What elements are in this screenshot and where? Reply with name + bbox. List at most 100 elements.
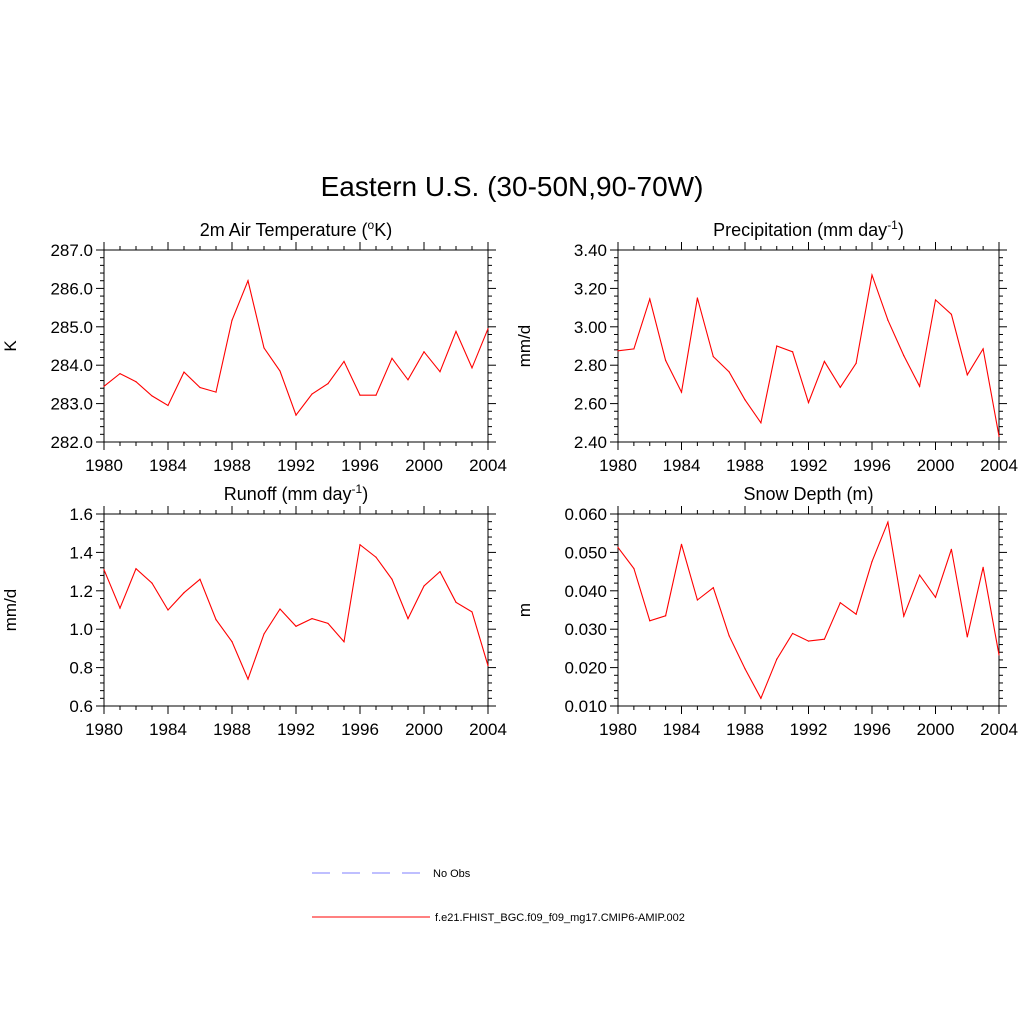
data-point xyxy=(407,379,409,381)
x-tick-label: 1992 xyxy=(277,456,315,475)
x-tick-label: 2004 xyxy=(980,456,1018,475)
data-point xyxy=(199,578,201,580)
panel-title-text: 2m Air Temperature ( xyxy=(200,220,368,240)
data-point xyxy=(807,402,810,404)
x-tick-label: 1996 xyxy=(341,456,379,475)
data-point xyxy=(279,608,281,610)
data-point xyxy=(135,381,137,383)
x-tick-label: 1984 xyxy=(149,456,187,475)
data-point xyxy=(871,561,873,563)
data-point xyxy=(696,599,698,601)
data-point xyxy=(471,367,473,369)
panel-title-suffix: K) xyxy=(374,220,392,240)
x-tick-label: 2004 xyxy=(469,456,507,475)
legend: No Obs f.e21.FHIST_BGC.f09_f09_mg17.CMIP… xyxy=(312,868,685,924)
data-point xyxy=(839,386,841,388)
x-tick-label: 2000 xyxy=(405,456,443,475)
y-tick-label: 1.0 xyxy=(69,620,93,639)
data-point xyxy=(103,569,105,571)
data-point xyxy=(119,607,121,609)
data-point xyxy=(119,373,121,375)
y-tick-label: 1.2 xyxy=(69,582,93,601)
y-tick-label: 0.6 xyxy=(69,697,93,716)
data-point xyxy=(183,592,185,594)
data-point xyxy=(295,625,297,627)
data-point xyxy=(903,615,905,617)
data-point xyxy=(982,348,984,350)
panel-title-text: Snow Depth (m) xyxy=(743,484,873,504)
x-tick-label: 2000 xyxy=(405,720,443,739)
data-point xyxy=(439,371,441,373)
y-axis-label: mm/d xyxy=(1,589,20,632)
data-point xyxy=(696,297,698,299)
x-tick-label: 1984 xyxy=(663,456,701,475)
data-point xyxy=(263,347,265,349)
data-point xyxy=(966,374,968,376)
data-point xyxy=(199,386,201,389)
data-point xyxy=(966,636,968,638)
y-tick-label: 2.40 xyxy=(574,433,607,452)
legend-model-label: f.e21.FHIST_BGC.f09_f09_mg17.CMIP6-AMIP.… xyxy=(435,912,685,924)
data-point xyxy=(279,370,281,372)
x-tick-label: 1996 xyxy=(853,720,891,739)
data-point xyxy=(343,641,345,643)
data-point xyxy=(391,578,393,580)
data-point xyxy=(934,596,937,598)
legend-obs-label: No Obs xyxy=(433,868,471,880)
data-point xyxy=(919,385,921,387)
data-point xyxy=(471,611,473,613)
data-point xyxy=(327,622,329,625)
y-tick-label: 287.0 xyxy=(50,241,93,260)
data-point xyxy=(919,574,921,576)
y-tick-label: 283.0 xyxy=(50,395,93,414)
data-point xyxy=(183,371,185,373)
data-point xyxy=(311,618,313,620)
panel-snow-depth: Snow Depth (m) m 0.010 0.020 0.030 0.040 0.050… xyxy=(515,484,1018,739)
data-point xyxy=(744,668,746,670)
panel-air-temperature: 2m Air Temperature (oK) K 282.0 283.0 284.0 2… xyxy=(1,218,507,475)
data-point xyxy=(982,566,984,568)
data-point xyxy=(215,391,217,393)
data-point xyxy=(998,654,1000,656)
x-tick-label: 1996 xyxy=(853,456,891,475)
x-tick-label: 1980 xyxy=(599,456,637,475)
data-point xyxy=(617,350,619,352)
panel-title-superscript: -1 xyxy=(352,482,363,496)
data-point xyxy=(760,422,762,424)
data-point xyxy=(439,571,441,573)
x-tick-label: 2000 xyxy=(917,456,955,475)
data-point xyxy=(934,299,937,301)
data-point xyxy=(807,640,810,642)
data-point xyxy=(823,638,825,640)
data-point xyxy=(680,391,683,393)
data-point xyxy=(423,585,425,587)
data-point xyxy=(423,351,425,353)
data-point xyxy=(455,330,457,333)
data-point xyxy=(617,546,619,549)
data-point xyxy=(998,435,1000,437)
data-point xyxy=(760,697,762,699)
data-point xyxy=(231,319,233,321)
data-point xyxy=(103,385,105,387)
panel-title: 2m Air Temperature (oK) xyxy=(200,218,392,240)
y-tick-label: 3.00 xyxy=(574,318,607,337)
y-tick-label: 0.010 xyxy=(564,697,607,716)
data-point xyxy=(359,544,361,546)
panel-title: Precipitation (mm day-1) xyxy=(713,218,904,240)
y-axis-label: mm/d xyxy=(515,325,534,368)
data-point xyxy=(712,587,714,589)
data-point xyxy=(649,298,651,300)
y-tick-label: 1.4 xyxy=(69,543,93,562)
data-point xyxy=(151,395,153,397)
data-point xyxy=(375,394,377,396)
y-tick-label: 2.80 xyxy=(574,356,607,375)
x-tick-label: 1992 xyxy=(277,720,315,739)
y-tick-label: 0.030 xyxy=(564,620,607,639)
data-point xyxy=(633,348,635,350)
data-point xyxy=(855,613,857,615)
y-axis-label: K xyxy=(1,340,20,352)
data-point xyxy=(327,383,329,385)
y-axis-label: m xyxy=(515,603,534,617)
x-tick-label: 1996 xyxy=(341,720,379,739)
